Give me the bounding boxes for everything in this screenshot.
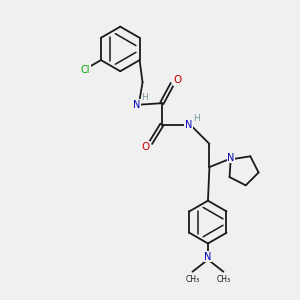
- Text: CH₃: CH₃: [216, 275, 230, 284]
- Text: N: N: [133, 100, 140, 110]
- Text: H: H: [141, 93, 147, 102]
- Text: N: N: [227, 153, 235, 163]
- Text: O: O: [141, 142, 149, 152]
- Text: N: N: [185, 120, 192, 130]
- Text: N: N: [204, 252, 211, 262]
- Text: H: H: [194, 113, 200, 122]
- Text: O: O: [173, 75, 182, 85]
- Text: Cl: Cl: [81, 65, 90, 75]
- Text: CH₃: CH₃: [185, 275, 200, 284]
